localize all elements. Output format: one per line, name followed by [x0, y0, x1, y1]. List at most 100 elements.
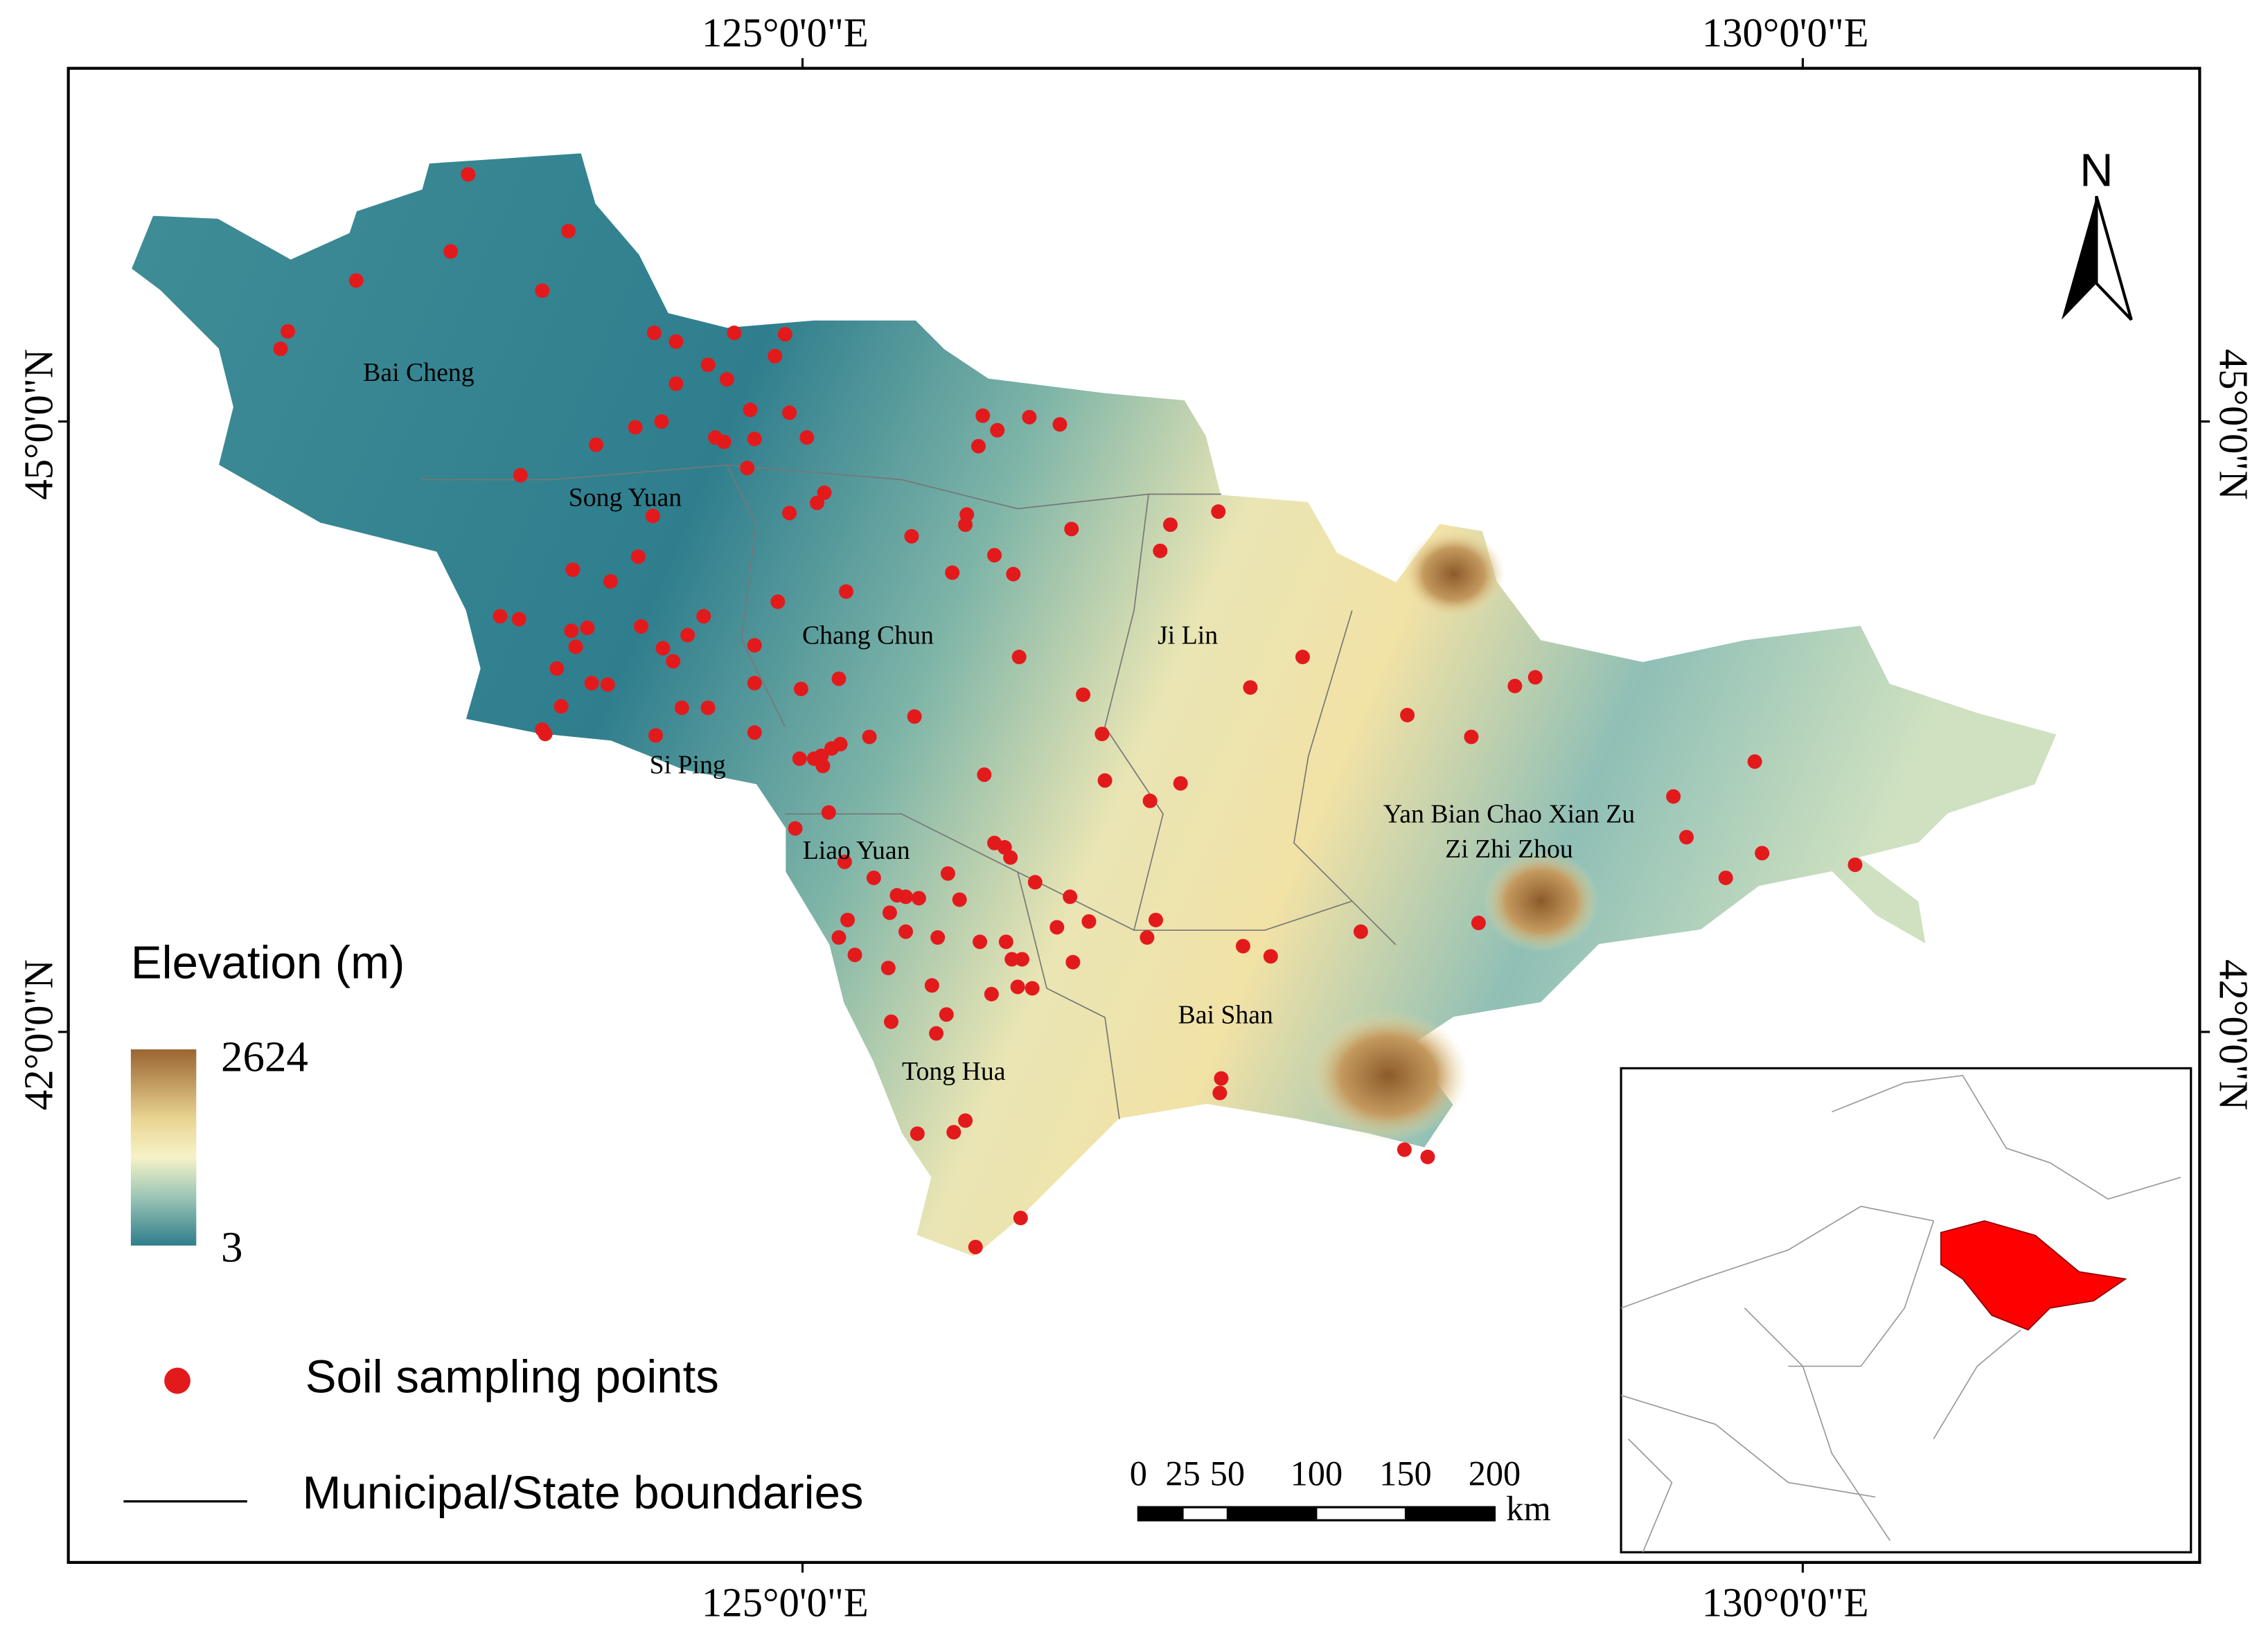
sampling-point [553, 699, 569, 714]
sampling-point [1065, 954, 1081, 970]
sampling-point [1014, 952, 1029, 967]
sampling-point [768, 348, 783, 364]
lon-label: 125°0'0"E [702, 10, 869, 55]
sampling-point [273, 341, 288, 357]
sampling-point [1212, 1085, 1228, 1101]
sampling-point [461, 167, 476, 182]
sampling-point [940, 866, 955, 881]
sampling-point [348, 273, 364, 288]
sampling-point [782, 506, 797, 521]
sampling-point [564, 623, 579, 639]
sampling-point [958, 517, 973, 533]
sampling-point [655, 641, 671, 656]
region-label: Chang Chun [802, 621, 934, 650]
sampling-point [971, 438, 986, 454]
sampling-point [882, 905, 897, 920]
sampling-point [777, 327, 792, 342]
sampling-point [930, 930, 946, 945]
sampling-point [1006, 567, 1021, 582]
sampling-point [1097, 773, 1113, 788]
north-label: N [2080, 145, 2114, 197]
sampling-point [561, 224, 576, 239]
sampling-point [945, 565, 960, 580]
mountain [1403, 530, 1505, 618]
sampling-point [1527, 670, 1543, 685]
sampling-point [281, 323, 296, 339]
sampling-point [1295, 650, 1310, 665]
sampling-point [719, 372, 734, 387]
legend-boundaries-label: Municipal/State boundaries [303, 1467, 864, 1519]
sampling-point [880, 961, 896, 976]
sampling-point [1142, 793, 1158, 808]
sampling-point [958, 1113, 973, 1128]
sampling-point [603, 573, 618, 589]
sampling-point [588, 437, 603, 452]
sampling-point [1211, 504, 1226, 519]
sampling-point [1353, 924, 1368, 939]
sampling-point [747, 431, 762, 447]
elevation-min: 3 [221, 1222, 242, 1271]
sampling-point [1064, 522, 1079, 537]
lat-label: 42°0'0"N [2211, 959, 2256, 1110]
sampling-point [1081, 914, 1097, 929]
sampling-point [1755, 846, 1770, 861]
boundaries [421, 464, 1397, 1119]
sampling-point [809, 495, 824, 510]
sampling-point [977, 767, 992, 782]
sampling-point [1848, 857, 1863, 873]
scale-tick-label: 150 [1379, 1454, 1432, 1493]
sampling-point [646, 326, 662, 341]
legend-title: Elevation (m) [131, 936, 405, 988]
sampling-point [793, 682, 808, 697]
sampling-point [743, 402, 758, 418]
sampling-point [568, 639, 583, 655]
sampling-point [1027, 875, 1043, 890]
sampling-point [904, 528, 919, 544]
sampling-point [973, 934, 988, 950]
sampling-point [654, 414, 669, 429]
sampling-point [1679, 830, 1694, 845]
sampling-point [975, 408, 991, 423]
sampling-point [700, 700, 716, 715]
sampling-point [866, 870, 881, 885]
lon-label: 130°0'0"E [1702, 1581, 1869, 1626]
sampling-point [831, 930, 847, 945]
sampling-point [1063, 889, 1078, 905]
elevation-max: 2624 [221, 1033, 308, 1081]
sampling-point [1025, 981, 1040, 996]
sampling-point [1140, 930, 1155, 945]
region-label: Song Yuan [569, 483, 682, 512]
sampling-point [680, 627, 696, 643]
sampling-point [847, 947, 862, 963]
sampling-point [700, 357, 716, 373]
legend-point [164, 1367, 191, 1394]
sampling-point [1011, 650, 1027, 665]
legend: Elevation (m) 2624 3 Soil sampling point… [123, 936, 863, 1519]
sampling-point [716, 434, 732, 449]
sampling-point [1162, 517, 1178, 533]
sampling-point [648, 728, 664, 743]
region-label: Yan Bian Chao Xian Zu [1383, 800, 1635, 829]
sampling-point [884, 1014, 899, 1029]
sampling-point [668, 376, 684, 391]
sampling-point [1263, 949, 1278, 964]
sampling-point [1010, 979, 1025, 995]
sampling-point [628, 420, 643, 435]
region-label: Bai Cheng [363, 358, 475, 387]
scale-segment [1405, 1507, 1495, 1521]
sampling-point [898, 924, 913, 939]
sampling-point [1243, 680, 1258, 695]
scale-unit: km [1506, 1489, 1550, 1528]
sampling-point [727, 326, 742, 341]
sampling-point [1153, 543, 1168, 558]
graticule-ticks [57, 57, 2211, 1573]
legend-points-label: Soil sampling points [305, 1351, 719, 1403]
sampling-point [1397, 1142, 1412, 1157]
sampling-point [1718, 870, 1733, 885]
region-label: Tong Hua [902, 1057, 1006, 1086]
sampling-point [910, 1126, 925, 1141]
sampling-point [788, 821, 803, 836]
mountain [1308, 1010, 1469, 1141]
inset [1620, 1067, 2192, 1554]
sampling-points [273, 167, 1863, 1254]
